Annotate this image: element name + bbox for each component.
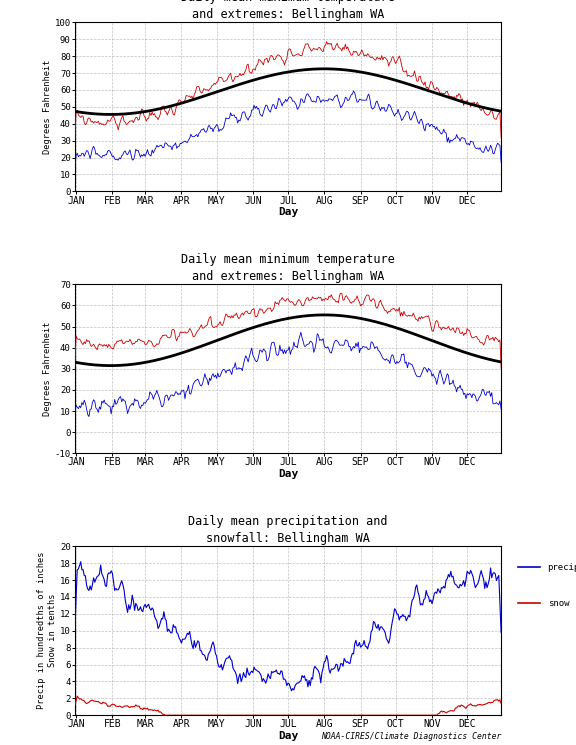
X-axis label: Day: Day xyxy=(278,731,298,741)
Legend: precip, snow: precip, snow xyxy=(514,559,576,612)
X-axis label: Day: Day xyxy=(278,469,298,479)
Y-axis label: Precip in hundredths of inches
Snow in tenths: Precip in hundredths of inches Snow in t… xyxy=(37,552,57,709)
Title: Daily mean minimum temperature
and extremes: Bellingham WA: Daily mean minimum temperature and extre… xyxy=(181,253,395,283)
Y-axis label: Degrees Fahrenheit: Degrees Fahrenheit xyxy=(43,322,52,416)
X-axis label: Day: Day xyxy=(278,207,298,217)
Title: Daily mean precipitation and
snowfall: Bellingham WA: Daily mean precipitation and snowfall: B… xyxy=(188,515,388,545)
Text: NOAA-CIRES/Climate Diagnostics Center: NOAA-CIRES/Climate Diagnostics Center xyxy=(321,732,501,741)
Title: Daily mean maximum temperature
and extremes: Bellingham WA: Daily mean maximum temperature and extre… xyxy=(181,0,395,21)
Y-axis label: Degrees Fahrenheit: Degrees Fahrenheit xyxy=(43,60,52,154)
